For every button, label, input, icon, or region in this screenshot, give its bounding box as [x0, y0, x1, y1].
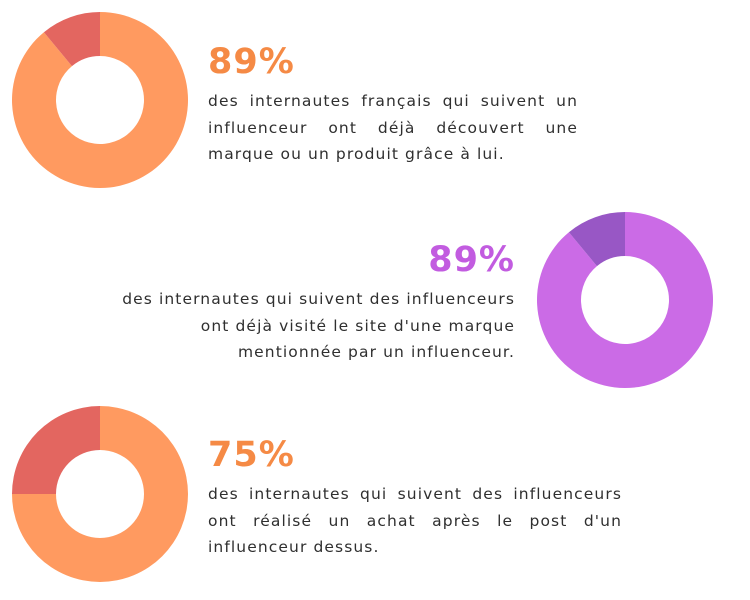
- stat-visited-site: 89% des internautes qui suivent des infl…: [110, 240, 515, 366]
- donut-slice-remainder: [568, 212, 625, 267]
- stat-percentage: 89%: [208, 42, 295, 82]
- donut-slice-main: [12, 406, 188, 582]
- stat-percentage: 75%: [208, 435, 295, 475]
- donut-slice-main: [12, 12, 188, 188]
- stat-description: des internautes qui suivent des influenc…: [122, 290, 515, 361]
- donut-slice-remainder: [12, 406, 100, 494]
- donut-chart-visited-site: [537, 212, 713, 388]
- donut-slice-main: [537, 212, 713, 388]
- stat-made-purchase: 75% des internautes qui suivent des infl…: [208, 435, 622, 561]
- stat-percentage: 89%: [428, 240, 515, 280]
- donut-slice-remainder: [43, 12, 100, 67]
- stat-description: des internautes français qui suivent un …: [208, 92, 578, 163]
- stat-discovered-brand: 89% des internautes français qui suivent…: [208, 42, 578, 168]
- donut-chart-made-purchase: [12, 406, 188, 582]
- stat-description: des internautes qui suivent des influenc…: [208, 485, 622, 556]
- donut-chart-discovered-brand: [12, 12, 188, 188]
